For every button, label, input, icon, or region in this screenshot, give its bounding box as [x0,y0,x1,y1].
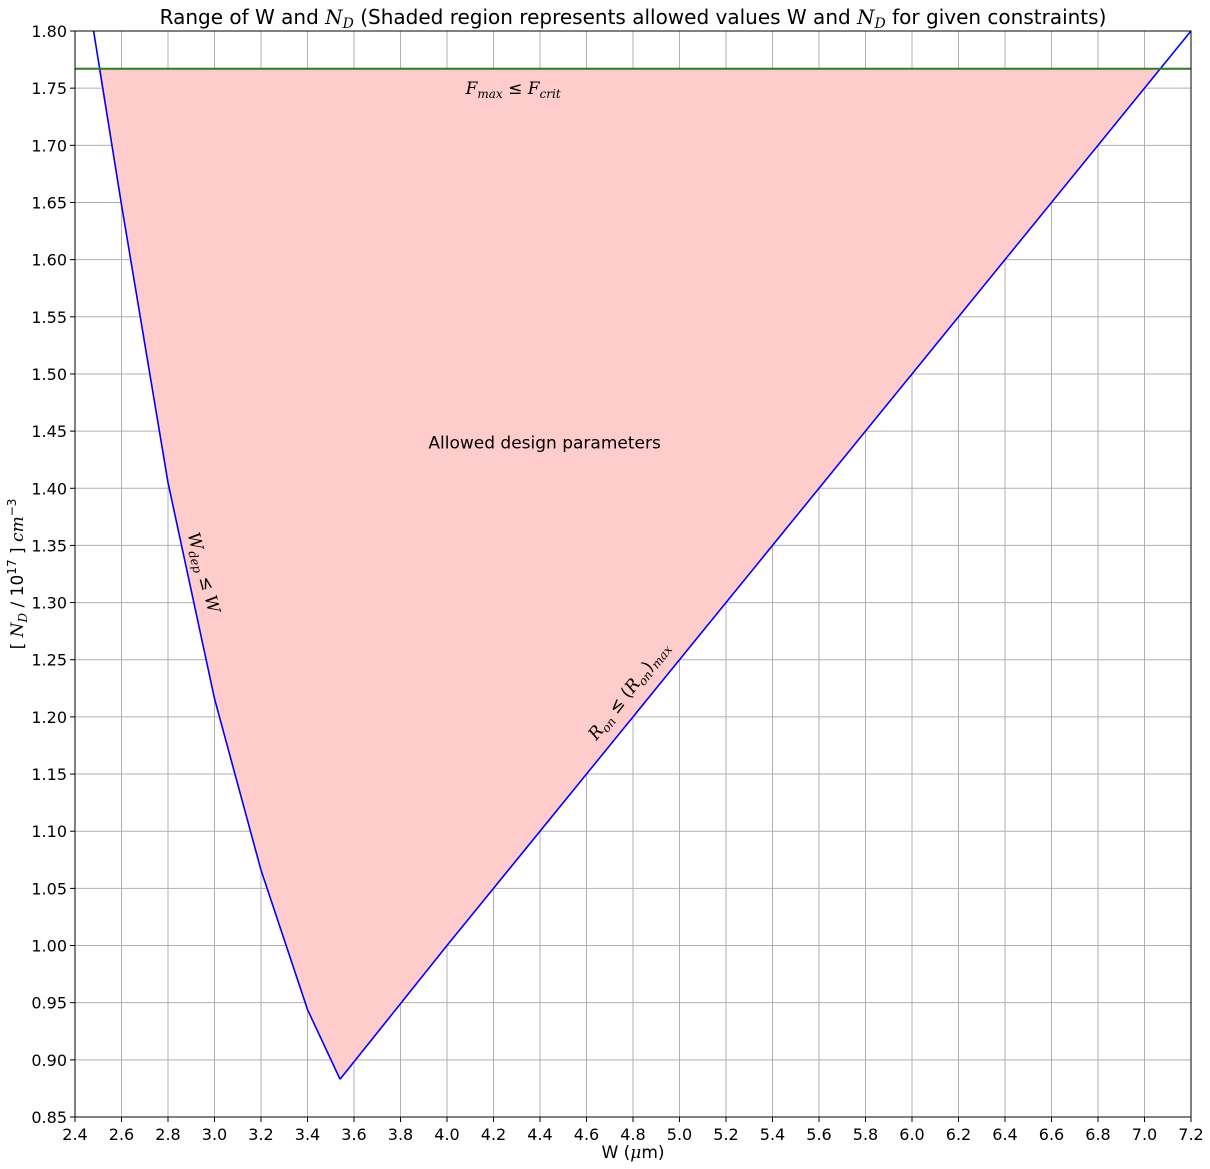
x-tick-label: 4.6 [574,1125,599,1144]
x-tick-label: 3.6 [341,1125,366,1144]
y-tick-label: 1.75 [31,79,67,98]
x-tick-label: 4.8 [620,1125,645,1144]
y-tick-label: 1.45 [31,422,67,441]
y-tick-label: 1.25 [31,651,67,670]
y-tick-label: 0.85 [31,1108,67,1127]
x-tick-label: 2.8 [155,1125,180,1144]
x-tick-label: 2.4 [62,1125,87,1144]
constraint-lines [75,30,1192,1080]
y-tick-label: 1.80 [31,22,67,41]
x-tick-label: 3.0 [202,1125,227,1144]
y-axis-label: [ ND / 1017 ] cm−3 [5,499,30,650]
y-tick-label: 1.10 [31,822,67,841]
x-axis-label: W (μm) [601,1143,664,1163]
annotation-fmax: Fmax ≤ Fcrit [465,79,561,101]
chart-title: Range of W and ND (Shaded region represe… [160,5,1107,32]
x-tick-label: 3.4 [295,1125,320,1144]
y-tick-label: 0.90 [31,1051,67,1070]
x-tick-label: 6.2 [946,1125,971,1144]
y-tick-label: 1.50 [31,365,67,384]
y-tick-label: 1.30 [31,594,67,613]
x-tick-label: 4.2 [481,1125,506,1144]
x-tick-label: 5.6 [806,1125,831,1144]
axis-ticks: 2.4 2.6 2.8 3.0 3.2 3.4 3.6 3.8 4.0 4.2 4.4 4.6 4.8 5… [31,22,1203,1144]
y-tick-label: 1.15 [31,765,67,784]
y-tick-label: 1.40 [31,479,67,498]
x-tick-label: 5.2 [713,1125,738,1144]
y-tick-label: 1.20 [31,708,67,727]
x-tick-label: 6.6 [1039,1125,1064,1144]
x-tick-label: 6.0 [899,1125,924,1144]
x-tick-label: 6.8 [1085,1125,1110,1144]
y-tick-label: 1.00 [31,937,67,956]
x-tick-label: 4.0 [434,1125,459,1144]
series-line-wdep [92,30,341,1080]
x-tick-label: 4.4 [527,1125,552,1144]
y-tick-label: 1.35 [31,536,67,555]
x-tick-label: 7.0 [1132,1125,1157,1144]
y-tick-label: 1.55 [31,308,67,327]
y-tick-label: 1.70 [31,136,67,155]
y-tick-label: 1.60 [31,251,67,270]
x-tick-label: 5.4 [760,1125,785,1144]
x-tick-label: 7.2 [1178,1125,1203,1144]
allowed-region [98,68,1161,1080]
y-tick-label: 1.05 [31,879,67,898]
x-tick-label: 5.0 [667,1125,692,1144]
x-tick-label: 5.8 [853,1125,878,1144]
series-line-ron [339,30,1192,1080]
annotation-allowed-region: Allowed design parameters [428,433,661,453]
x-tick-label: 3.2 [248,1125,273,1144]
x-tick-label: 6.4 [992,1125,1017,1144]
y-tick-label: 1.65 [31,193,67,212]
x-tick-label: 3.8 [388,1125,413,1144]
x-tick-label: 2.6 [109,1125,134,1144]
y-tick-label: 0.95 [31,994,67,1013]
